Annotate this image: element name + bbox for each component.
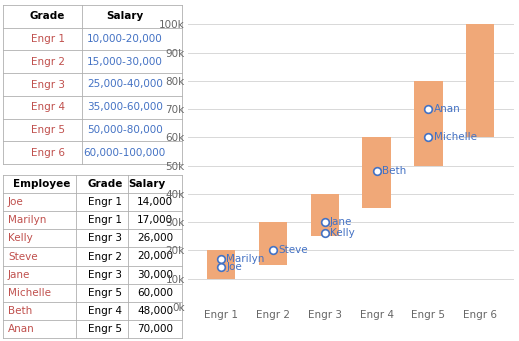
Text: Michelle: Michelle — [433, 132, 476, 143]
Text: Marilyn: Marilyn — [8, 215, 46, 225]
Text: Engr 5: Engr 5 — [31, 125, 64, 135]
Bar — [207, 250, 236, 279]
Text: 60,000: 60,000 — [138, 288, 173, 298]
Text: Grade: Grade — [87, 179, 123, 189]
Text: Anan: Anan — [433, 104, 460, 114]
Text: 30,000: 30,000 — [138, 270, 173, 280]
Text: Salary: Salary — [128, 179, 165, 189]
Text: Engr 1: Engr 1 — [88, 197, 122, 207]
Text: Beth: Beth — [8, 306, 32, 316]
Text: Engr 3: Engr 3 — [88, 233, 122, 243]
Text: Engr 4: Engr 4 — [88, 306, 122, 316]
Text: Engr 1: Engr 1 — [88, 215, 122, 225]
Text: Engr 2: Engr 2 — [88, 252, 122, 262]
Text: Kelly: Kelly — [330, 228, 355, 238]
Text: 48,000: 48,000 — [138, 306, 173, 316]
Text: Beth: Beth — [382, 166, 406, 176]
Text: Kelly: Kelly — [8, 233, 33, 243]
Text: 25,000-40,000: 25,000-40,000 — [87, 79, 163, 89]
Text: 14,000: 14,000 — [138, 197, 173, 207]
Text: Marilyn: Marilyn — [226, 254, 265, 264]
Bar — [466, 24, 495, 137]
Bar — [414, 81, 443, 166]
Text: 70,000: 70,000 — [138, 324, 173, 334]
Text: 60,000-100,000: 60,000-100,000 — [84, 148, 166, 158]
Text: Engr 4: Engr 4 — [31, 102, 64, 112]
Text: Jane: Jane — [8, 270, 31, 280]
Bar — [259, 222, 288, 265]
Text: 20,000: 20,000 — [138, 252, 173, 262]
Text: 26,000: 26,000 — [138, 233, 173, 243]
Text: Salary: Salary — [106, 11, 143, 21]
Text: Grade: Grade — [30, 11, 65, 21]
Text: Anan: Anan — [8, 324, 35, 334]
Text: 10,000-20,000: 10,000-20,000 — [87, 34, 163, 44]
Text: Steve: Steve — [278, 246, 308, 255]
Bar — [310, 194, 339, 236]
Text: Employee: Employee — [13, 179, 71, 189]
Text: 50,000-80,000: 50,000-80,000 — [87, 125, 163, 135]
Text: Steve: Steve — [8, 252, 37, 262]
Text: Engr 2: Engr 2 — [31, 57, 64, 67]
Text: Michelle: Michelle — [8, 288, 51, 298]
Bar — [362, 137, 391, 208]
Text: Engr 5: Engr 5 — [88, 288, 122, 298]
Text: Engr 3: Engr 3 — [88, 270, 122, 280]
Text: Jane: Jane — [330, 217, 352, 227]
Text: Engr 3: Engr 3 — [31, 79, 64, 89]
Text: Engr 6: Engr 6 — [31, 148, 64, 158]
Text: Joe: Joe — [8, 197, 24, 207]
Text: Engr 1: Engr 1 — [31, 34, 64, 44]
Text: 17,000: 17,000 — [138, 215, 173, 225]
Text: Joe: Joe — [226, 262, 242, 272]
Text: Engr 5: Engr 5 — [88, 324, 122, 334]
Text: 15,000-30,000: 15,000-30,000 — [87, 57, 163, 67]
Text: 35,000-60,000: 35,000-60,000 — [87, 102, 163, 112]
